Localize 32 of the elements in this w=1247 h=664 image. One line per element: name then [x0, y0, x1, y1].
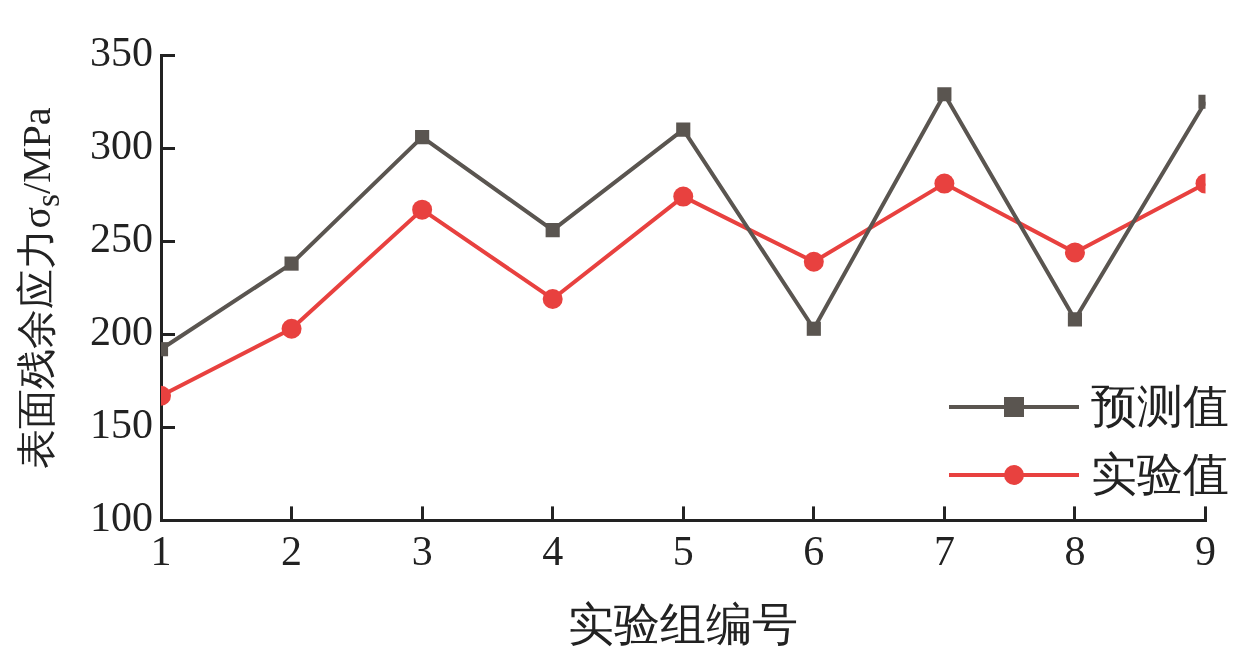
x-tick-label: 4 [542, 527, 564, 574]
x-tick-label: 5 [672, 527, 694, 574]
point [284, 256, 299, 271]
x-tick-label: 1 [150, 527, 172, 574]
y-tick-label: 100 [90, 494, 153, 541]
x-tick-label: 2 [281, 527, 303, 574]
point [281, 318, 302, 339]
point [676, 122, 691, 137]
point [412, 199, 433, 220]
point [673, 186, 694, 207]
point [806, 321, 821, 336]
point [1064, 242, 1085, 263]
legend-label: 实验值 [1091, 448, 1229, 502]
point [415, 130, 430, 145]
x-tick-label: 7 [933, 527, 955, 574]
point [934, 173, 955, 194]
x-axis-title: 实验组编号 [568, 599, 799, 651]
x-tick-label: 6 [803, 527, 825, 574]
x-tick-label: 9 [1195, 527, 1216, 574]
y-tick-label: 350 [90, 29, 153, 76]
legend-label: 预测值 [1091, 380, 1229, 434]
point [545, 223, 560, 238]
point [937, 87, 952, 102]
point [542, 288, 563, 309]
x-tick-label: 8 [1064, 527, 1086, 574]
y-tick-label: 300 [90, 122, 153, 169]
y-tick-label: 150 [90, 401, 153, 448]
point [1067, 312, 1083, 327]
point [803, 251, 824, 272]
y-tick-label: 200 [90, 308, 153, 355]
x-tick-label: 3 [411, 527, 433, 574]
y-tick-label: 250 [90, 215, 153, 262]
